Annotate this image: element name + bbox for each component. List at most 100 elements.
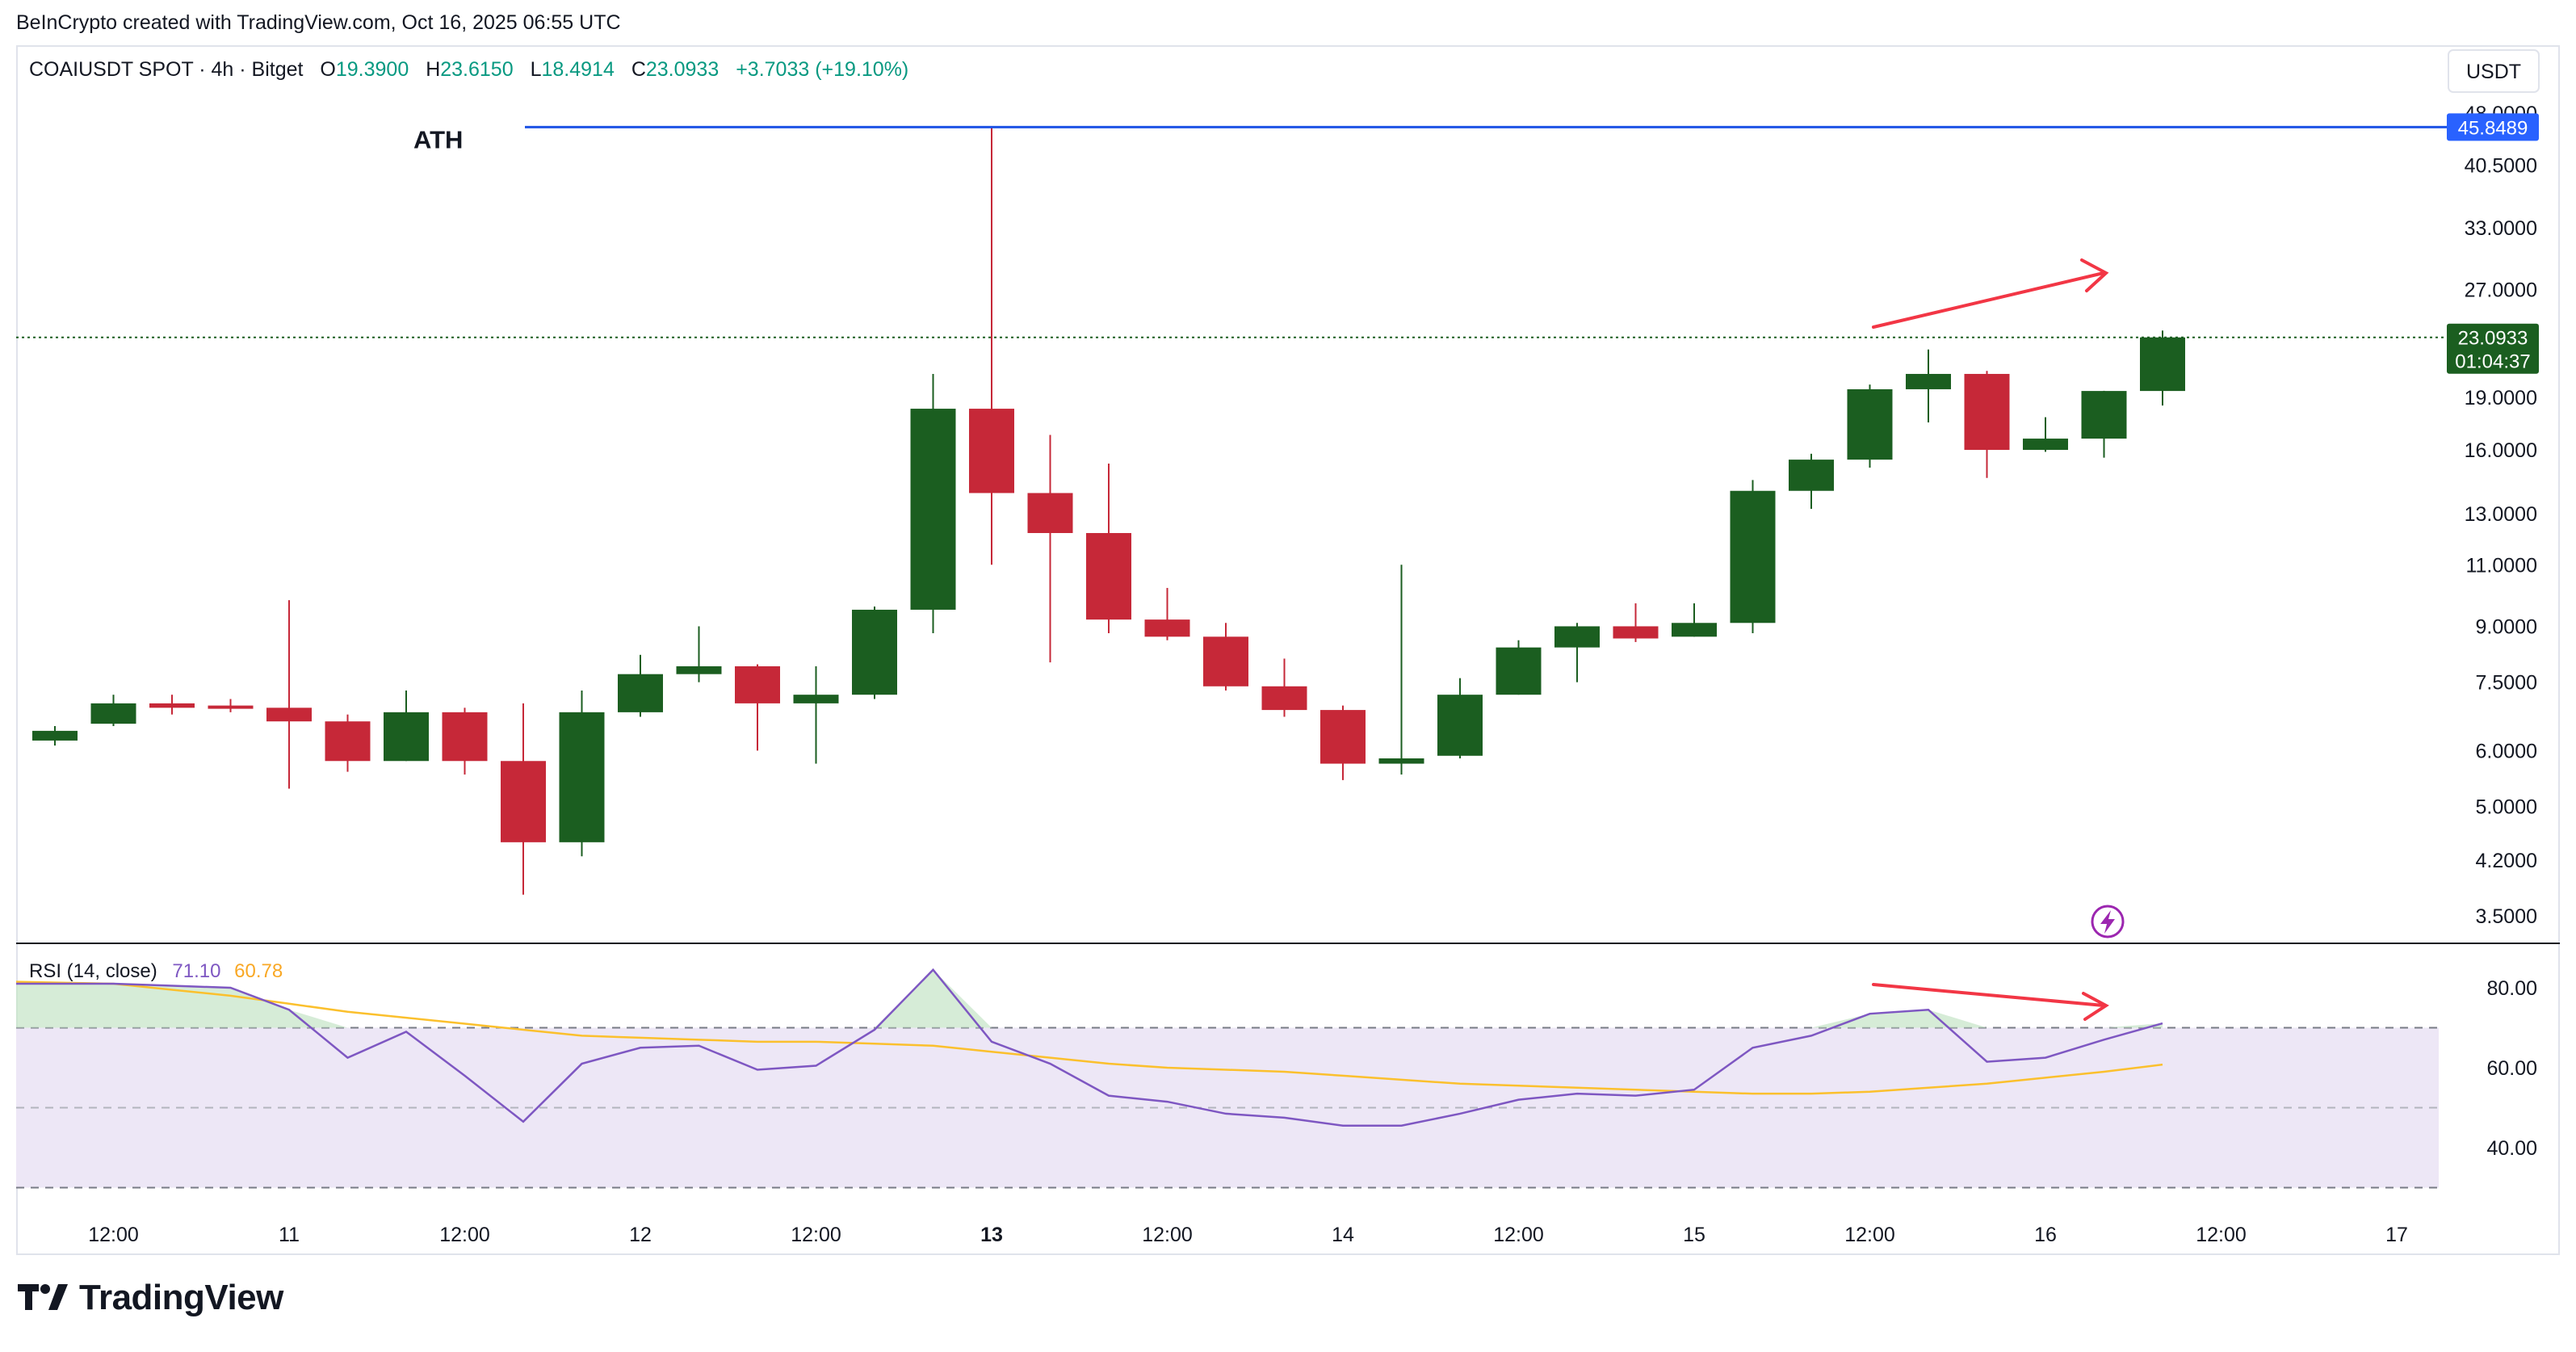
price-tick-label: 13.0000 (2465, 503, 2537, 526)
close-label: C (631, 58, 646, 81)
last-price-label: 23.0933 01:04:37 (2447, 323, 2539, 374)
candle[interactable] (442, 707, 488, 775)
candle-body (1027, 493, 1073, 533)
candle-body (559, 712, 605, 842)
candle[interactable] (384, 690, 429, 762)
candle[interactable] (1672, 603, 1717, 637)
price-tick-label: 16.0000 (2465, 439, 2537, 462)
candle-body (149, 703, 195, 708)
candle-body (1496, 647, 1542, 695)
candle[interactable] (735, 664, 780, 751)
candle[interactable] (1144, 587, 1190, 640)
ath-price-label: 45.8489 (2447, 113, 2539, 141)
tradingview-logo[interactable]: TradingView (18, 1278, 283, 1318)
candle-body (1261, 686, 1307, 711)
price-tick-label: 3.5000 (2476, 905, 2537, 928)
rsi-title: RSI (14, close) (29, 960, 157, 982)
candle[interactable] (90, 695, 136, 727)
candle[interactable] (1906, 349, 1951, 423)
candle[interactable] (1554, 623, 1600, 682)
currency-button-label: USDT (2466, 61, 2521, 83)
open-label: O (320, 58, 335, 81)
candle[interactable] (149, 695, 195, 715)
time-tick-label: 12:00 (1844, 1224, 1895, 1246)
candle[interactable] (969, 127, 1014, 565)
candle-body (32, 730, 78, 741)
currency-button[interactable]: USDT (2448, 49, 2540, 93)
candle-body (208, 705, 254, 709)
tradingview-logo-text: TradingView (79, 1278, 283, 1317)
candle[interactable] (2140, 330, 2185, 406)
candle[interactable] (1789, 453, 1834, 510)
change-value: +3.7033 (+19.10%) (736, 58, 908, 81)
candle[interactable] (852, 606, 897, 699)
candle[interactable] (501, 703, 546, 895)
candle-body (1144, 619, 1190, 637)
time-tick-label: 13 (980, 1224, 1003, 1246)
candle[interactable] (325, 714, 371, 772)
time-tick-label: 12:00 (2196, 1224, 2247, 1246)
candle-body (1964, 373, 2010, 451)
candle[interactable] (676, 626, 722, 682)
last-price-text: 23.0933 (2458, 328, 2528, 350)
ath-price-text: 45.8489 (2458, 117, 2528, 139)
candle[interactable] (1320, 705, 1366, 780)
candle[interactable] (208, 699, 254, 712)
candle[interactable] (1437, 678, 1483, 758)
candle[interactable] (32, 726, 78, 746)
chart-credit: BeInCrypto created with TradingView.com,… (16, 11, 621, 34)
price-tick-label: 19.0000 (2465, 387, 2537, 409)
candle[interactable] (793, 666, 839, 764)
time-tick-label: 12:00 (439, 1224, 490, 1246)
candle-body (676, 666, 722, 674)
rsi-line (16, 968, 2163, 1127)
rsi-axis[interactable]: 40.00 60.00 80.00 (2486, 977, 2537, 1160)
price-tick-label: 6.0000 (2476, 740, 2537, 762)
time-axis[interactable]: 12:00 11 12:00 12 12:00 13 12:00 14 12:00 15 12:00… (88, 1224, 2408, 1246)
candle-body (1437, 695, 1483, 756)
lightning-icon[interactable] (2091, 905, 2125, 938)
candle[interactable] (1086, 464, 1131, 633)
candle-body (1378, 758, 1424, 764)
price-trend-arrow (1872, 258, 2109, 329)
price-tick-label: 5.0000 (2476, 796, 2537, 819)
candle[interactable] (910, 373, 956, 633)
rsi-layer[interactable] (15, 968, 2163, 1127)
candle[interactable] (1847, 384, 1893, 468)
candle[interactable] (618, 654, 663, 717)
candle[interactable] (1496, 640, 1542, 695)
candle-body (793, 695, 839, 703)
candle[interactable] (2081, 390, 2127, 458)
time-tick-label: 14 (1332, 1224, 1354, 1246)
price-tick-label: 11.0000 (2465, 554, 2537, 577)
candle[interactable] (1613, 603, 1659, 642)
candle-body (1086, 532, 1131, 620)
time-tick-label: 12:00 (791, 1224, 841, 1246)
high-value: 23.6150 (440, 58, 513, 81)
price-tick-label: 7.5000 (2476, 672, 2537, 695)
candle[interactable] (266, 600, 312, 789)
candle[interactable] (2023, 417, 2068, 452)
candle[interactable] (1730, 480, 1776, 633)
price-axis[interactable]: 3.5000 4.2000 5.0000 6.0000 7.5000 9.0000 11.0… (2465, 103, 2537, 928)
price-tick-label: 33.0000 (2465, 217, 2537, 240)
time-tick-label: 12:00 (1142, 1224, 1193, 1246)
price-tick-label: 27.0000 (2465, 279, 2537, 301)
candle[interactable] (1378, 565, 1424, 775)
candle-body (1203, 636, 1248, 686)
candle[interactable] (1964, 371, 2010, 478)
price-tick-label: 9.0000 (2476, 615, 2537, 638)
candle[interactable] (1261, 658, 1307, 717)
countdown-text: 01:04:37 (2455, 351, 2530, 373)
candle[interactable] (1027, 435, 1073, 663)
rsi-tick-label: 40.00 (2486, 1137, 2537, 1160)
candle[interactable] (1203, 623, 1248, 691)
chart-frame[interactable] (16, 45, 2560, 1255)
candle-body (1730, 490, 1776, 624)
candle[interactable] (559, 690, 605, 857)
candle-body (1613, 626, 1659, 639)
candle-body (1847, 388, 1893, 460)
candles-layer[interactable] (32, 127, 2185, 895)
rsi-legend: RSI (14, close) 71.10 60.78 (29, 960, 283, 982)
